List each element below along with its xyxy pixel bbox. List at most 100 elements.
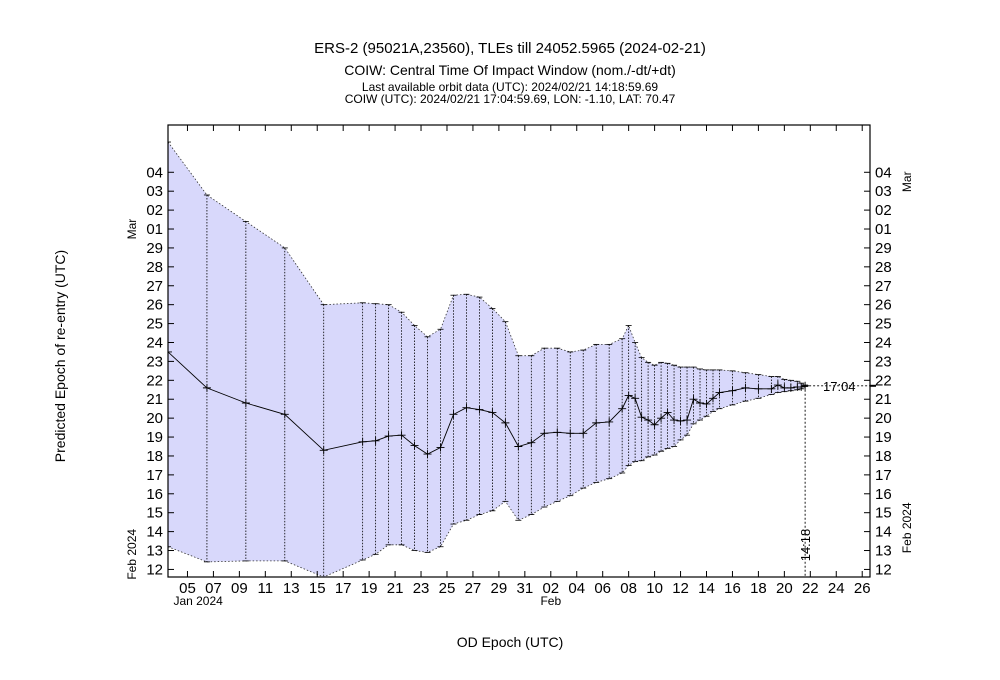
x-tick-label: 25 (439, 580, 456, 597)
lower-envelope (168, 386, 806, 577)
y-tick-label-right: 02 (875, 202, 892, 219)
y-tick-label-left: 03 (146, 183, 163, 200)
data-point (754, 384, 763, 393)
data-point (579, 429, 588, 438)
data-point (644, 416, 653, 425)
x-tick-label: 02 (542, 580, 559, 597)
data-point (702, 399, 711, 408)
data-point (410, 441, 419, 450)
data-point (786, 383, 795, 392)
data-point (801, 381, 810, 390)
data-point (449, 410, 458, 419)
data-point (650, 420, 659, 429)
data-point (436, 443, 445, 452)
y-tick-label-right: 03 (875, 183, 892, 200)
y-tick-label-left: 29 (146, 240, 163, 257)
x-tick-label: 08 (620, 580, 637, 597)
y-tick-label-right: 28 (875, 259, 892, 276)
data-point (696, 399, 705, 408)
data-point (371, 436, 380, 445)
last-orbit-info: Last available orbit data (UTC): 2024/02… (361, 80, 659, 94)
data-point (168, 347, 172, 356)
x-tick-label: 09 (231, 580, 248, 597)
y-tick-label-left: 26 (146, 297, 163, 314)
x-tick-label: 10 (646, 580, 663, 597)
chart-subtitle: COIW: Central Time Of Impact Window (nom… (344, 62, 676, 78)
data-point (540, 429, 549, 438)
data-point (605, 417, 614, 426)
x-tick-label: 15 (309, 580, 326, 597)
y-tick-label-right: 17 (875, 467, 892, 484)
data-point (241, 399, 250, 408)
y-tick-label-right: 04 (875, 164, 892, 181)
y-tick-label-left: 24 (146, 334, 163, 351)
data-point (566, 429, 575, 438)
x-tick-label: 19 (361, 580, 378, 597)
data-point (202, 383, 211, 392)
y-tick-label-right: 21 (875, 391, 892, 408)
data-point (423, 450, 432, 459)
y-tick-label-left: 18 (146, 448, 163, 465)
data-point (741, 383, 750, 392)
data-point (670, 416, 679, 425)
y-tick-label-left: 23 (146, 353, 163, 370)
data-point (797, 382, 806, 391)
y-tick-label-right: 22 (875, 372, 892, 389)
y-tick-label-left: 15 (146, 505, 163, 522)
data-point (715, 388, 724, 397)
coiw-info: COIW (UTC): 2024/02/21 17:04:59.69, LON:… (344, 92, 676, 106)
data-point (319, 446, 328, 455)
y-tick-label-right: 26 (875, 297, 892, 314)
x-tick-label: 21 (387, 580, 404, 597)
axes: 14:18 17:04 05 07 09 11 13 15 17 19 21 23 25 27 29 31 02… (125, 125, 914, 608)
y-tick-label-left: 25 (146, 316, 163, 333)
x-tick-label: 17 (335, 580, 352, 597)
data-point (631, 394, 640, 403)
x-tick-label: 20 (776, 580, 793, 597)
data-point (637, 413, 646, 422)
data-point (767, 384, 776, 393)
data-point (514, 442, 523, 451)
data-point (397, 431, 406, 440)
y-tick-label-left: 19 (146, 429, 163, 446)
y-tick-label-right: 27 (875, 278, 892, 295)
y-month-label-right: Mar (900, 171, 914, 192)
x-axis-label: OD Epoch (UTC) (456, 634, 564, 650)
x-month-label: Jan 2024 (173, 594, 223, 608)
y-tick-label-left: 17 (146, 467, 163, 484)
data-point (553, 428, 562, 437)
y-tick-label-right: 23 (875, 353, 892, 370)
plot-area (168, 141, 870, 577)
data-point (280, 410, 289, 419)
x-tick-label: 26 (854, 580, 871, 597)
x-tick-label: 13 (283, 580, 300, 597)
y-tick-label-left: 04 (146, 164, 163, 181)
y-tick-label-right: 12 (875, 561, 892, 578)
x-tick-label: 29 (491, 580, 508, 597)
data-point (676, 416, 685, 425)
x-tick-label: 04 (568, 580, 585, 597)
chart-title: ERS-2 (95021A,23560), TLEs till 24052.59… (314, 40, 706, 57)
y-tick-label-right: 14 (875, 524, 892, 541)
data-point (358, 437, 367, 446)
y-tick-label-left: 02 (146, 202, 163, 219)
y-tick-label-left: 28 (146, 259, 163, 276)
data-point (683, 416, 692, 425)
plot-frame (167, 124, 871, 578)
y-tick-label-right: 29 (875, 240, 892, 257)
y-tick-label-right: 25 (875, 316, 892, 333)
data-point (475, 405, 484, 414)
x-tick-label: 06 (594, 580, 611, 597)
data-point (501, 418, 510, 427)
data-point (462, 403, 471, 412)
data-point (663, 408, 672, 417)
data-point (527, 438, 536, 447)
x-tick-label: 18 (750, 580, 767, 597)
data-point (488, 408, 497, 417)
y-tick-label-left: 14 (146, 524, 163, 541)
y-month-label-left: Mar (125, 219, 139, 240)
impact-window-band (168, 142, 806, 577)
y-month-label-left: Feb 2024 (125, 529, 139, 580)
data-point (657, 414, 666, 423)
data-point (618, 404, 627, 413)
